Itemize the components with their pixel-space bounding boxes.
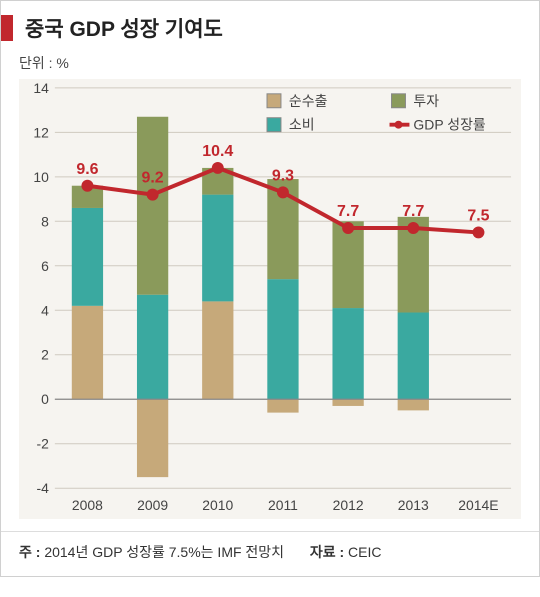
ytick-label: 4 bbox=[41, 302, 49, 318]
chart-svg: -4 -2 0 2 4 6 8 10 12 14 2008 2009 2010 2011 2012 2013 2… bbox=[19, 79, 521, 519]
bar-consumption bbox=[202, 195, 233, 302]
legend-swatch bbox=[392, 94, 406, 108]
gdp-marker bbox=[472, 226, 484, 238]
xtick-label: 2013 bbox=[398, 497, 429, 513]
bar-consumption bbox=[398, 313, 429, 400]
footer: 주 : 2014년 GDP 성장률 7.5%는 IMF 전망치 자료 : CEI… bbox=[1, 531, 539, 576]
source-text: CEIC bbox=[348, 544, 381, 560]
xtick-label: 2010 bbox=[202, 497, 233, 513]
bar-net_exports bbox=[332, 399, 363, 406]
bar-investment bbox=[137, 117, 168, 295]
legend-swatch bbox=[267, 94, 281, 108]
ytick-label: 0 bbox=[41, 391, 49, 407]
bar-net_exports bbox=[398, 399, 429, 410]
chart-card: 중국 GDP 성장 기여도 단위 : % -4 -2 0 2 4 6 8 10 12 14 2008… bbox=[0, 0, 540, 577]
ytick-label: 12 bbox=[33, 124, 49, 140]
legend-swatch bbox=[267, 118, 281, 132]
title-bar: 중국 GDP 성장 기여도 bbox=[1, 1, 539, 53]
page-title: 중국 GDP 성장 기여도 bbox=[25, 13, 223, 43]
gdp-marker bbox=[212, 162, 224, 174]
xtick-label: 2008 bbox=[72, 497, 103, 513]
ytick-label: 2 bbox=[41, 347, 49, 363]
xtick-label: 2012 bbox=[333, 497, 364, 513]
ytick-label: -4 bbox=[36, 480, 49, 496]
ytick-label: -2 bbox=[36, 436, 49, 452]
xtick-label: 2009 bbox=[137, 497, 168, 513]
bar-consumption bbox=[137, 295, 168, 400]
gdp-marker bbox=[342, 222, 354, 234]
bar-net_exports bbox=[202, 301, 233, 399]
ytick-label: 8 bbox=[41, 213, 49, 229]
ytick-label: 14 bbox=[33, 80, 49, 96]
gdp-value-label: 10.4 bbox=[202, 143, 233, 160]
unit-label: 단위 : % bbox=[1, 53, 539, 79]
ytick-label: 10 bbox=[33, 169, 49, 185]
legend-label: 소비 bbox=[289, 117, 315, 133]
bar-net_exports bbox=[267, 399, 298, 412]
bar-consumption bbox=[72, 208, 103, 306]
gdp-marker bbox=[147, 189, 159, 201]
note-label: 주 : bbox=[19, 544, 40, 560]
legend-label: 투자 bbox=[413, 93, 439, 109]
xtick-label: 2011 bbox=[268, 497, 298, 513]
gdp-value-label: 7.7 bbox=[402, 203, 424, 220]
title-accent bbox=[1, 15, 13, 41]
legend-label: GDP 성장률 bbox=[413, 117, 485, 133]
legend-label: 순수출 bbox=[289, 93, 328, 109]
ytick-label: 6 bbox=[41, 258, 49, 274]
gdp-marker bbox=[81, 180, 93, 192]
gdp-value-label: 9.2 bbox=[142, 170, 164, 187]
source-label: 자료 : bbox=[310, 544, 344, 560]
bar-net_exports bbox=[137, 399, 168, 477]
bar-investment bbox=[332, 221, 363, 308]
chart-container: -4 -2 0 2 4 6 8 10 12 14 2008 2009 2010 2011 2012 2013 2… bbox=[1, 79, 539, 531]
gdp-marker bbox=[277, 186, 289, 198]
bar-consumption bbox=[332, 308, 363, 399]
gdp-value-label: 7.5 bbox=[467, 207, 489, 224]
gdp-value-label: 9.3 bbox=[272, 167, 294, 184]
bar-consumption bbox=[267, 279, 298, 399]
gdp-marker bbox=[407, 222, 419, 234]
gdp-value-label: 7.7 bbox=[337, 203, 359, 220]
xtick-label: 2014E bbox=[458, 497, 498, 513]
note-text: 2014년 GDP 성장률 7.5%는 IMF 전망치 bbox=[44, 544, 284, 560]
bar-net_exports bbox=[72, 306, 103, 399]
legend-marker bbox=[395, 121, 403, 129]
gdp-value-label: 9.6 bbox=[76, 161, 98, 178]
chart-plot: -4 -2 0 2 4 6 8 10 12 14 2008 2009 2010 2011 2012 2013 2… bbox=[19, 79, 521, 519]
